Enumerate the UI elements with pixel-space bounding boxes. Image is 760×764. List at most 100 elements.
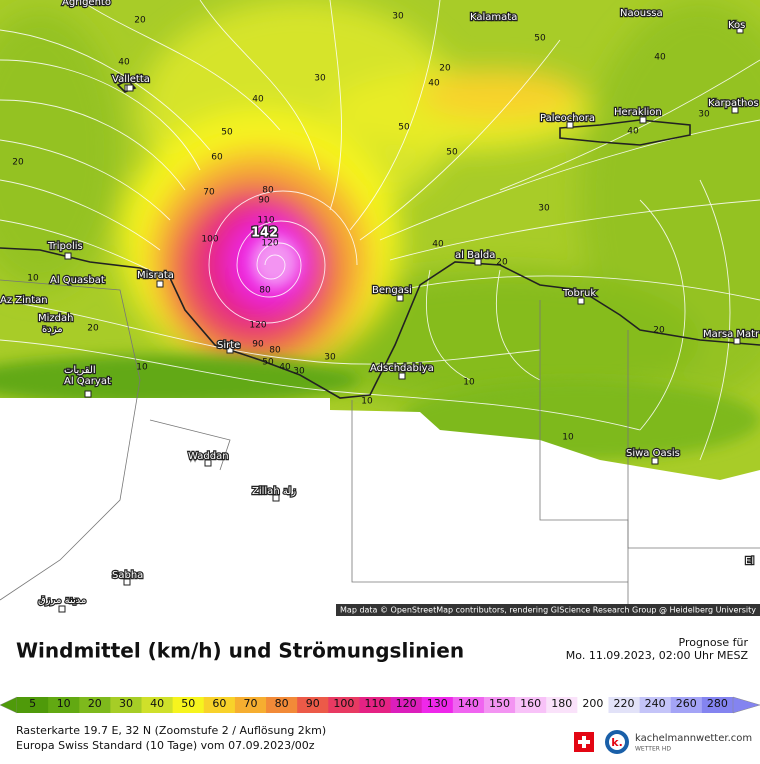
place-label: Al Quasbat [50,275,105,286]
place-label: Tobruk [562,288,596,299]
contour-label: 120 [261,239,278,249]
color-scale: 5 10 20 30 40 50 60 70 80 90 100 110 120 130 140 150 160… [0,696,760,714]
contour-label: 40 [118,58,130,68]
contour-label: 70 [203,188,215,198]
contour-label: 40 [279,363,291,373]
contour-label: 90 [252,340,264,350]
scale-swatch [452,697,485,713]
contour-label: 20 [439,64,451,74]
scale-label: 160 [520,697,541,710]
scale-swatch [608,697,641,713]
place-label: Adschdabiya [370,363,434,374]
place-label: Kos [728,20,745,31]
contour-label: 142 [251,226,278,241]
scale-label: 110 [365,697,386,710]
place-marker [733,337,741,345]
contour-label: 80 [259,286,271,296]
place-label: Az Zintan [0,295,48,306]
place-label: مزدة [42,324,63,335]
scale-swatch [390,697,423,713]
place-marker [651,457,659,465]
scale-label: 40 [150,697,164,710]
contour-label: 40 [428,79,440,89]
contour-label: 100 [201,235,218,245]
place-label: Paleochora [540,113,595,124]
place-marker [396,294,404,302]
place-marker [123,578,131,586]
scale-label: 220 [614,697,635,710]
place-label: al Balda [455,250,495,261]
place-label: Naoussa [620,8,663,19]
map [0,0,760,616]
scale-label: 100 [333,697,354,710]
scale-swatch [48,697,80,713]
contour-label: 40 [627,127,639,137]
scale-swatch [577,697,609,713]
contour-label: 10 [27,274,39,284]
contour-label: 50 [446,148,458,158]
borders [0,279,760,616]
scale-label: 130 [427,697,448,710]
contour-label: 10 [361,397,373,407]
place-label: Heraklion [614,107,662,118]
place-marker [566,121,574,129]
brand-logo-letter: k. [611,736,623,749]
place-marker [126,84,134,92]
contour-label: 40 [432,240,444,250]
scale-label: 280 [707,697,728,710]
contour-label: 50 [262,358,274,368]
scale-label: 120 [396,697,417,710]
scale-label: 140 [458,697,479,710]
scale-swatch [297,697,329,713]
contour-label: 110 [257,216,274,226]
place-label: مدينة مرزق [38,595,86,606]
contour-label: 20 [87,324,99,334]
contour-label: 80 [269,346,281,356]
place-label: Kalamata [470,12,517,23]
place-label: Mizdah [38,313,73,324]
scale-swatch [546,697,578,713]
place-label: Bengasi [372,285,412,296]
contour-label: 120 [249,321,266,331]
place-label: Valletta [112,74,150,85]
place-label: Misrata [137,270,174,281]
contour-label: 10 [562,433,574,443]
contour-label: 30 [293,367,305,377]
place-label: Al Qaryat [64,376,111,387]
contour-label: 30 [324,353,336,363]
place-label: Agrigento [62,0,111,8]
scale-swatch [639,697,672,713]
contour-label: 10 [136,363,148,373]
place-label: Siwa Oasis [626,448,680,459]
place-label: Sirte [217,340,240,351]
contour-label: 50 [221,128,233,138]
scale-label: 150 [489,697,510,710]
place-marker [474,258,482,266]
place-label: Sabha [112,570,143,581]
contour-label: 80 [262,186,274,196]
contour-label: 10 [463,378,475,388]
place-label: Waddan [188,451,229,462]
place-marker [226,346,234,354]
contour-label: 40 [252,95,264,105]
streamlines [0,0,760,461]
contour-label: 60 [211,153,223,163]
place-marker [736,26,744,34]
scale-label: 200 [582,697,603,710]
swiss-cross [578,736,590,748]
place-marker [84,390,92,398]
scale-swatch [79,697,111,713]
scale-label: 180 [551,697,572,710]
contour-label: 20 [12,158,24,168]
place-label: Zillah زلة [252,486,296,497]
scale-swatch [172,697,205,713]
scale-label: 30 [119,697,133,710]
contour-label: 20 [134,16,146,26]
scale-label: 260 [676,697,697,710]
scale-swatch [515,697,547,713]
contour-label: 20 [496,258,508,268]
contour-label: 30 [314,74,326,84]
scale-swatch [701,697,734,713]
scale-swatch [483,697,516,713]
